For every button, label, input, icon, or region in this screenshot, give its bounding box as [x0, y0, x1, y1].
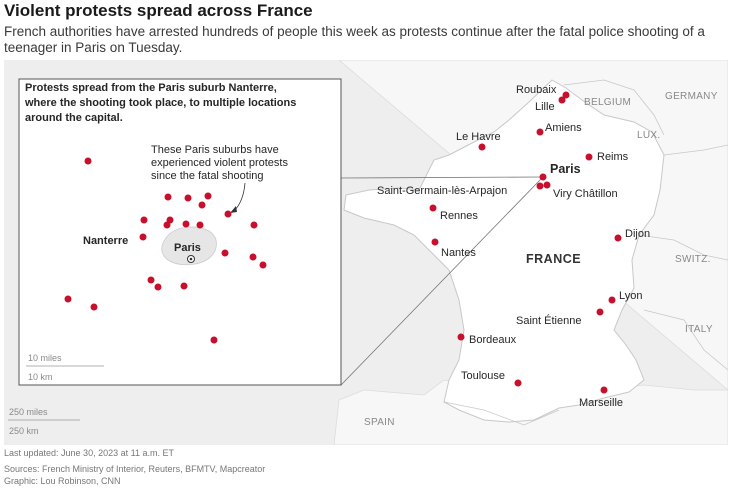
inset-annotation-line-1: These Paris suburbs have [151, 144, 279, 156]
border-belgium [563, 79, 665, 136]
marker-roubaix [562, 91, 570, 99]
marker-amiens [536, 128, 544, 136]
suburb-marker [224, 210, 232, 218]
suburb-marker [90, 303, 98, 311]
label-saint-etienne: Saint Étienne [516, 314, 581, 327]
marker-toulouse [514, 379, 522, 387]
label-rennes: Rennes [440, 210, 478, 222]
suburb-marker [250, 221, 258, 229]
marker-paris [539, 173, 547, 181]
suburb-marker [221, 249, 229, 257]
suburb-marker [198, 201, 206, 209]
suburb-marker [64, 295, 72, 303]
marker-saint-germain [536, 182, 544, 190]
inset-connector-top [340, 176, 542, 179]
label-saint-germain: Saint-Germain-lès-Arpajon [377, 185, 507, 197]
label-marseille: Marseille [579, 397, 623, 409]
marker-lille [558, 96, 566, 104]
suburb-marker [259, 261, 267, 269]
inset-map: Protests spread from the Paris suburb Na… [18, 78, 342, 386]
footer-sources: Sources: French Ministry of Interior, Re… [4, 464, 266, 474]
suburb-marker [204, 192, 212, 200]
suburb-marker [182, 220, 190, 228]
inset-title-line-1: Protests spread from the Paris suburb Na… [25, 82, 277, 94]
border-switz [638, 234, 728, 261]
marker-nantes [431, 238, 439, 246]
border-italy [643, 309, 728, 371]
label-nantes: Nantes [441, 247, 476, 259]
suburb-marker [140, 216, 148, 224]
inset-annotation: These Paris suburbs have experienced vio… [151, 144, 291, 182]
city-markers [429, 91, 622, 394]
country-lux: LUX. [637, 130, 660, 141]
map-canvas: BELGIUM GERMANY LUX. SWITZ. ITALY SPAIN … [8, 60, 728, 445]
suburb-marker [210, 336, 218, 344]
inset-annotation-line-2: experienced violent protests [151, 157, 288, 169]
marker-marseille [600, 386, 608, 394]
footer-updated: Last updated: June 30, 2023 at 11 a.m. E… [4, 448, 174, 458]
inset-title: Protests spread from the Paris suburb Na… [24, 82, 299, 124]
label-lille: Lille [535, 101, 555, 113]
suburb-marker [154, 283, 162, 291]
footer-graphic: Graphic: Lou Robinson, CNN [4, 476, 121, 486]
marker-le-havre [478, 143, 486, 151]
label-reims: Reims [597, 151, 629, 163]
label-amiens: Amiens [545, 122, 582, 134]
label-dijon: Dijon [625, 228, 650, 240]
marker-bordeaux [457, 333, 465, 341]
suburb-marker [163, 221, 171, 229]
headline: Violent protests spread across France [4, 1, 313, 20]
suburb-marker [249, 253, 257, 261]
inset-annotation-line-3: since the fatal shooting [151, 170, 264, 182]
inset-label-paris: Paris [174, 242, 201, 254]
inset-title-line-2: where the shooting took place, to multip… [24, 97, 296, 109]
inset-scale-km: 10 km [28, 372, 53, 382]
country-switz: SWITZ. [675, 254, 711, 265]
marker-dijon [614, 234, 622, 242]
suburb-marker [184, 194, 192, 202]
country-belgium: BELGIUM [584, 97, 631, 108]
marker-saint-etienne [596, 308, 604, 316]
main-scale-bar: 250 miles 250 km [8, 407, 80, 436]
suburb-marker [139, 233, 147, 241]
country-spain: SPAIN [364, 417, 395, 428]
inset-label-nanterre: Nanterre [83, 235, 128, 247]
suburb-marker [147, 276, 155, 284]
marker-viry [543, 181, 551, 189]
main-scale-km: 250 km [9, 426, 39, 436]
marker-lyon [608, 296, 616, 304]
border-east [663, 144, 728, 156]
dek: French authorities have arrested hundred… [4, 24, 705, 55]
inset-connector-bottom [340, 178, 542, 386]
label-toulouse: Toulouse [461, 370, 505, 382]
suburb-marker [164, 193, 172, 201]
country-france: FRANCE [526, 252, 581, 266]
label-bordeaux: Bordeaux [469, 334, 517, 346]
country-germany: GERMANY [665, 91, 718, 102]
country-italy: ITALY [685, 324, 713, 335]
inset-scale-miles: 10 miles [28, 353, 62, 363]
label-le-havre: Le Havre [456, 131, 501, 143]
paris-center-dot [189, 257, 193, 261]
suburb-marker [180, 282, 188, 290]
marker-reims [585, 153, 593, 161]
france-land [343, 79, 665, 423]
paris-city-area [161, 226, 217, 266]
map: BELGIUM GERMANY LUX. SWITZ. ITALY SPAIN … [4, 60, 728, 445]
border-spain [443, 401, 560, 426]
suburb-marker [196, 221, 204, 229]
label-paris: Paris [550, 162, 581, 176]
main-scale-miles: 250 miles [9, 407, 48, 417]
suburb-marker [84, 157, 92, 165]
marker-rennes [429, 204, 437, 212]
inset-title-line-3: around the capital. [25, 112, 123, 124]
suburb-markers [64, 157, 267, 344]
label-lyon: Lyon [619, 290, 642, 302]
annotation-arrowhead [230, 206, 237, 213]
label-roubaix: Roubaix [516, 84, 557, 96]
label-viry: Viry Châtillon [553, 188, 618, 200]
